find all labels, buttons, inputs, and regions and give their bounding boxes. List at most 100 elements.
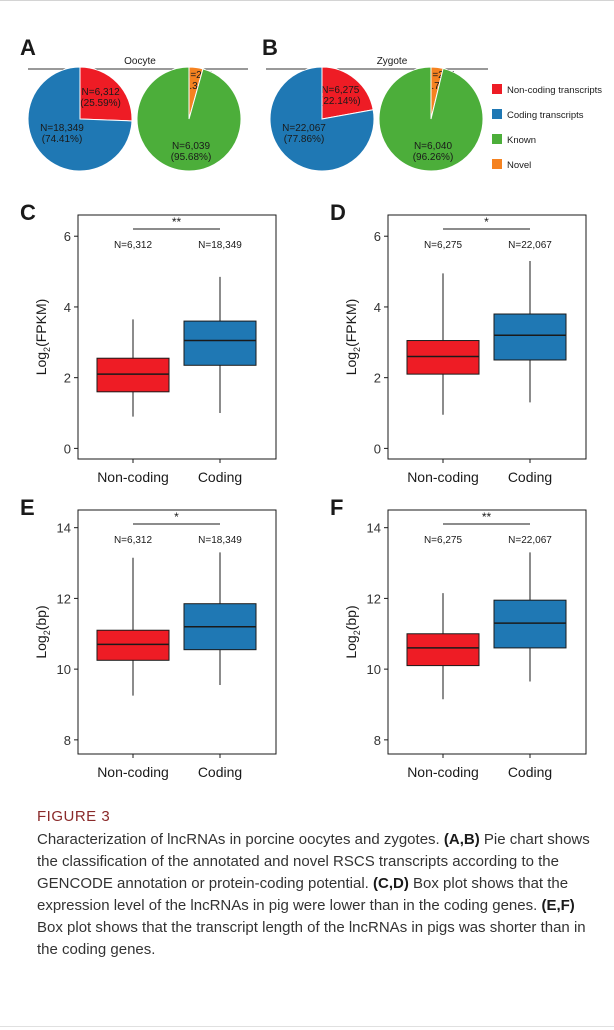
bottom-divider (0, 1026, 614, 1027)
significance-marker: * (484, 215, 489, 229)
pie-label-count: N=235 (425, 70, 455, 81)
legend-swatch-coding-transcripts (492, 109, 502, 119)
caption-part-ef: (E,F) Box plot shows that the transcript… (37, 897, 586, 958)
pie-title-zygote: Zygote (377, 56, 408, 67)
n-label: N=6,275 (424, 240, 463, 251)
box-coding (493, 599, 567, 649)
pie-label-percent: (95.68%) (171, 152, 212, 163)
pie-label-percent: (96.26%) (413, 152, 454, 163)
legend-label: Novel (507, 160, 531, 171)
pie-label-count: N=6,039 (172, 141, 211, 152)
x-tick-label: Non-coding (407, 469, 479, 485)
box-non-coding (96, 629, 170, 661)
caption-part-ab: (A,B) Pie chart shows the classification… (37, 831, 590, 892)
figure-label: FIGURE 3 (37, 808, 111, 825)
n-label: N=6,312 (114, 240, 153, 251)
y-tick-label: 6 (374, 229, 381, 244)
pie-slice-non-coding-transcripts (321, 66, 374, 120)
panel-letter-a: A (20, 35, 36, 60)
figure-graphic: A BC DE FOocyteN=6,312(25.59%)N=18,349(74.4… (20, 35, 602, 780)
n-label: N=6,312 (114, 535, 153, 546)
y-tick-label: 12 (367, 591, 381, 606)
boxplot-panel-f: 8 10 12 14 Log2(bp) Non-coding N=6,275 Coding N=… (343, 509, 587, 780)
top-divider (0, 0, 614, 1)
y-tick-label: 2 (374, 371, 381, 386)
x-tick-label: Coding (198, 764, 242, 780)
pie-label-count: N=22,067 (282, 123, 326, 134)
pie-label-count: N=6,312 (82, 87, 121, 98)
y-tick-label: 8 (374, 733, 381, 748)
x-tick-label: Non-coding (407, 764, 479, 780)
y-tick-label: 6 (64, 229, 71, 244)
pie-label-count: N=273 (183, 70, 213, 81)
plot-frame (387, 509, 587, 755)
pie-label-count: N=18,349 (40, 123, 84, 134)
box-coding (183, 320, 257, 366)
x-tick-label: Coding (198, 469, 242, 485)
pie-slice-non-coding-transcripts (79, 66, 133, 122)
y-axis-label: Log2(bp) (343, 605, 362, 658)
y-tick-label: 14 (57, 521, 71, 536)
pie-slice-known (378, 66, 484, 172)
legend-swatch-known (492, 134, 502, 144)
significance-marker: ** (172, 215, 182, 229)
y-tick-label: 4 (374, 300, 381, 315)
plot-frame (77, 509, 277, 755)
n-label: N=18,349 (198, 535, 242, 546)
pie-slice-known (136, 66, 242, 172)
legend-label: Coding transcripts (507, 110, 584, 121)
n-label: N=22,067 (508, 240, 552, 251)
box-non-coding (406, 340, 480, 375)
legend-swatch-novel (492, 159, 502, 169)
x-tick-label: Non-coding (97, 469, 169, 485)
pie-label-count: N=6,275 (321, 85, 360, 96)
y-tick-label: 10 (57, 662, 71, 677)
pie-label-percent: (74.41%) (42, 134, 83, 145)
panel-letter-b: B (262, 35, 278, 60)
box-coding (493, 313, 567, 361)
figure-title: Characterization of lncRNAs in porcine o… (37, 831, 440, 848)
y-tick-label: 4 (64, 300, 71, 315)
box-non-coding (96, 357, 170, 393)
legend-label: Known (507, 135, 536, 146)
plot-frame (387, 214, 587, 460)
panel-letter-d: D (330, 200, 346, 225)
boxplot-panel-c: 0 2 4 6 Log2(FPKM) Non-coding N=6,312 Coding N=1… (33, 214, 277, 485)
y-tick-label: 2 (64, 371, 71, 386)
boxplot-panel-e: 8 10 12 14 Log2(bp) Non-coding N=6,312 Coding N=… (33, 509, 277, 780)
significance-marker: ** (482, 510, 492, 524)
pie-slice-coding-transcripts (269, 66, 375, 172)
pie-slice-coding-transcripts (27, 66, 133, 172)
legend-label: Non-coding transcripts (507, 85, 602, 96)
y-axis-label: Log2(FPKM) (33, 299, 52, 376)
x-tick-label: Coding (508, 764, 552, 780)
y-axis-label: Log2(bp) (33, 605, 52, 658)
y-tick-label: 10 (367, 662, 381, 677)
caption-part-cd: (C,D) Box plot shows that the expression… (37, 875, 569, 914)
pie-label-percent: (22.14%) (320, 96, 361, 107)
n-label: N=22,067 (508, 535, 552, 546)
y-axis-label: Log2(FPKM) (343, 299, 362, 376)
pie-title-oocyte: Oocyte (124, 56, 156, 67)
box-non-coding (406, 633, 480, 667)
pie-label-count: N=6,040 (414, 141, 453, 152)
panel-letter-e: E (20, 495, 35, 520)
x-tick-label: Non-coding (97, 764, 169, 780)
panel-letter-f: F (330, 495, 343, 520)
x-tick-label: Coding (508, 469, 552, 485)
y-tick-label: 0 (374, 441, 381, 456)
y-tick-label: 0 (64, 441, 71, 456)
boxplot-panel-d: 0 2 4 6 Log2(FPKM) Non-coding N=6,275 Coding N=2… (343, 214, 587, 485)
pie-label-percent: (77.86%) (284, 134, 325, 145)
n-label: N=6,275 (424, 535, 463, 546)
figure-caption: FIGURE 3 Characterization of lncRNAs in … (37, 808, 597, 961)
legend-swatch-non-coding-transcripts (492, 84, 502, 94)
y-tick-label: 12 (57, 591, 71, 606)
y-tick-label: 14 (367, 521, 381, 536)
significance-marker: * (174, 510, 179, 524)
n-label: N=18,349 (198, 240, 242, 251)
panel-letter-c: C (20, 200, 36, 225)
plot-frame (77, 214, 277, 460)
y-tick-label: 8 (64, 733, 71, 748)
pie-label-percent: (25.59%) (80, 98, 121, 109)
